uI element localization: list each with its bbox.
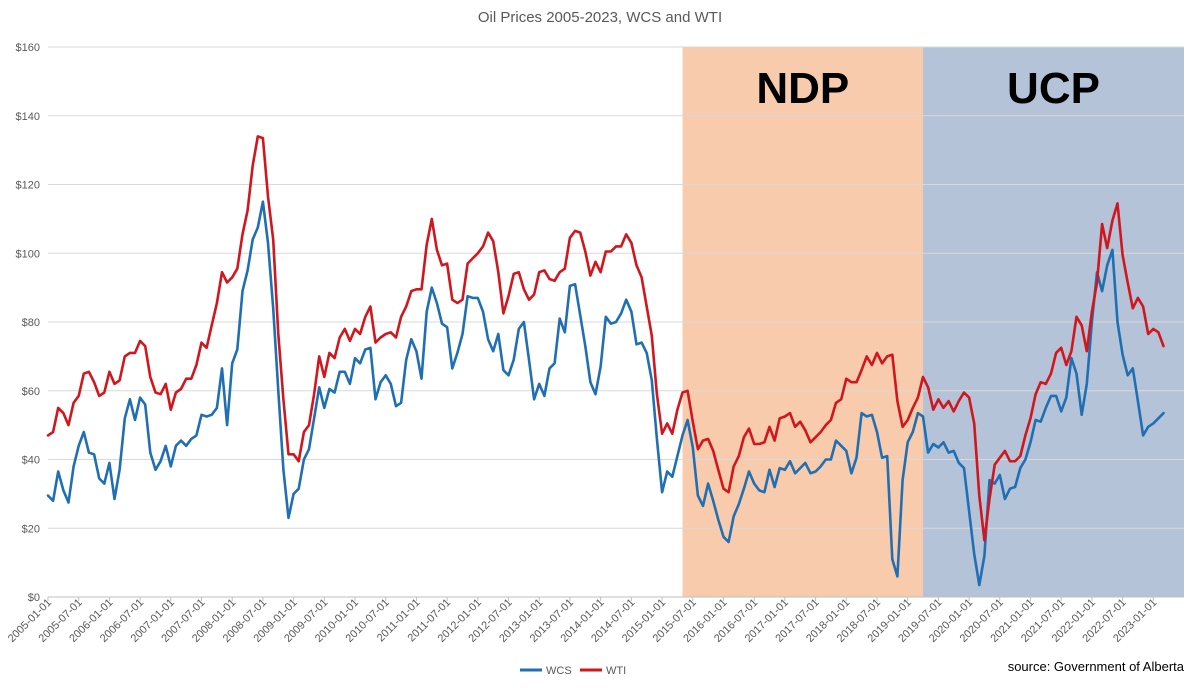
series-line-wcs: [46, 200, 1165, 587]
y-tick-label: $120: [16, 180, 40, 192]
legend-label-wcs: WCS: [546, 665, 572, 677]
y-tick-label: $40: [22, 455, 40, 467]
chart-title: Oil Prices 2005-2023, WCS and WTI: [478, 9, 722, 26]
y-tick-label: $0: [28, 592, 40, 604]
y-axis: $0 $20 $40 $60 $80 $100 $120 $140 $160: [16, 42, 40, 604]
y-tick-label: $140: [16, 111, 40, 123]
y-tick-label: $100: [16, 248, 40, 260]
region-label-ucp: UCP: [1007, 64, 1100, 113]
y-tick-label: $80: [22, 317, 40, 329]
y-tick-label: $160: [16, 42, 40, 54]
legend: WCS WTI: [520, 665, 626, 677]
y-tick-label: $60: [22, 386, 40, 398]
legend-label-wti: WTI: [606, 665, 626, 677]
gridlines: [48, 46, 1184, 598]
series-layer: [46, 135, 1165, 587]
source-note: source: Government of Alberta: [1008, 659, 1185, 674]
region-label-ndp: NDP: [756, 64, 849, 113]
y-tick-label: $20: [22, 523, 40, 535]
series-line-wti: [46, 135, 1165, 542]
